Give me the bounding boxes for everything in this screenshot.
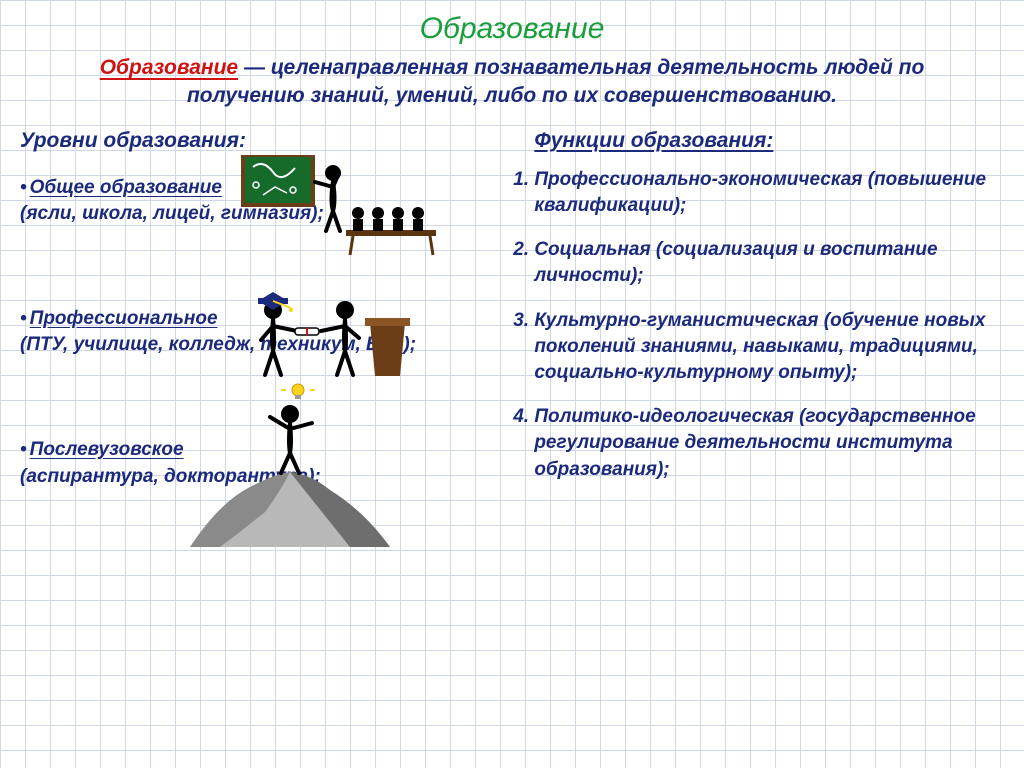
diploma-handover-icon: [245, 288, 415, 393]
level-title: Профессиональное: [30, 308, 218, 329]
definition-text: целенаправленная познавательная деятельн…: [187, 56, 924, 107]
function-item: Культурно-гуманистическая (обучение новы…: [534, 308, 1004, 387]
level-title: Послевузовское: [30, 439, 184, 460]
levels-heading: Уровни образования:: [20, 129, 482, 153]
bullet-dot: •: [20, 177, 30, 198]
level-postgraduate-education: •Послевузовское (аспирантура, докторанту…: [20, 437, 482, 490]
definition-block: Образование — целенаправленная познавате…: [0, 46, 1024, 129]
functions-heading: Функции образования:: [502, 129, 1004, 153]
level-professional-education: •Профессиональное (ПТУ, училище, колледж…: [20, 306, 482, 359]
levels-column: Уровни образования: •Общее образование (…: [20, 129, 492, 501]
bullet-dot: •: [20, 308, 30, 329]
functions-column: Функции образования: Профессионально-эко…: [492, 129, 1004, 501]
function-item: Социальная (социализация и воспитание ли…: [534, 237, 1004, 289]
classroom-illustration-icon: [238, 155, 438, 270]
definition-term: Образование: [100, 56, 238, 79]
page-title: Образование: [0, 0, 1024, 46]
function-item: Политико-идеологическая (государственное…: [534, 404, 1004, 483]
definition-dash: —: [238, 56, 271, 79]
function-item: Профессионально-экономическая (повышение…: [534, 167, 1004, 219]
functions-list: Профессионально-экономическая (повышение…: [502, 167, 1004, 483]
level-general-education: •Общее образование (ясли, школа, лицей, …: [20, 175, 482, 228]
level-title: Общее образование: [30, 177, 222, 198]
content-columns: Уровни образования: •Общее образование (…: [0, 129, 1024, 501]
idea-on-mountain-icon: [180, 382, 400, 552]
bullet-dot: •: [20, 439, 30, 460]
